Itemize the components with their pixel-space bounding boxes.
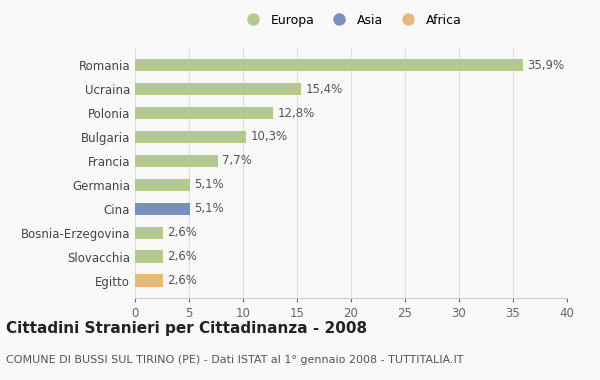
Bar — [135, 179, 190, 191]
Bar — [135, 131, 246, 143]
Bar — [135, 250, 163, 263]
Legend: Europa, Asia, Africa: Europa, Asia, Africa — [238, 11, 464, 29]
Text: 7,7%: 7,7% — [223, 154, 253, 168]
Text: COMUNE DI BUSSI SUL TIRINO (PE) - Dati ISTAT al 1° gennaio 2008 - TUTTITALIA.IT: COMUNE DI BUSSI SUL TIRINO (PE) - Dati I… — [6, 355, 464, 365]
Text: 35,9%: 35,9% — [527, 59, 564, 71]
Text: 5,1%: 5,1% — [194, 202, 224, 215]
Text: 2,6%: 2,6% — [167, 250, 197, 263]
Bar — [135, 59, 523, 71]
Bar — [135, 226, 163, 239]
Text: Cittadini Stranieri per Cittadinanza - 2008: Cittadini Stranieri per Cittadinanza - 2… — [6, 321, 367, 336]
Text: 12,8%: 12,8% — [278, 106, 315, 120]
Bar — [135, 203, 190, 215]
Text: 2,6%: 2,6% — [167, 226, 197, 239]
Text: 10,3%: 10,3% — [251, 130, 287, 144]
Bar — [135, 107, 273, 119]
Text: 5,1%: 5,1% — [194, 178, 224, 192]
Bar — [135, 155, 218, 167]
Text: 2,6%: 2,6% — [167, 274, 197, 287]
Bar — [135, 274, 163, 287]
Bar — [135, 83, 301, 95]
Text: 15,4%: 15,4% — [305, 82, 343, 96]
